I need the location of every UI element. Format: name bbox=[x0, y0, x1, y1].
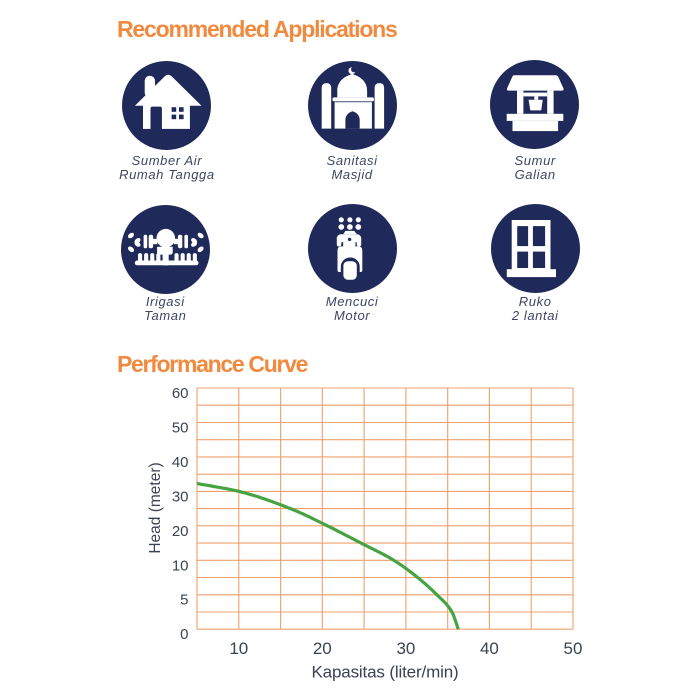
svg-text:10: 10 bbox=[172, 557, 189, 574]
svg-text:20: 20 bbox=[172, 523, 189, 540]
svg-text:20: 20 bbox=[313, 639, 332, 658]
svg-text:50: 50 bbox=[564, 639, 583, 658]
svg-text:0: 0 bbox=[180, 626, 188, 643]
svg-text:Head (meter): Head (meter) bbox=[147, 462, 164, 553]
svg-text:10: 10 bbox=[229, 639, 248, 658]
svg-text:60: 60 bbox=[172, 385, 189, 402]
svg-text:30: 30 bbox=[396, 639, 415, 658]
svg-text:Kapasitas (liter/min): Kapasitas (liter/min) bbox=[311, 663, 458, 682]
svg-text:40: 40 bbox=[480, 639, 499, 658]
svg-text:30: 30 bbox=[172, 488, 189, 505]
svg-text:5: 5 bbox=[180, 592, 188, 609]
svg-text:40: 40 bbox=[172, 454, 189, 471]
svg-text:50: 50 bbox=[172, 420, 189, 437]
